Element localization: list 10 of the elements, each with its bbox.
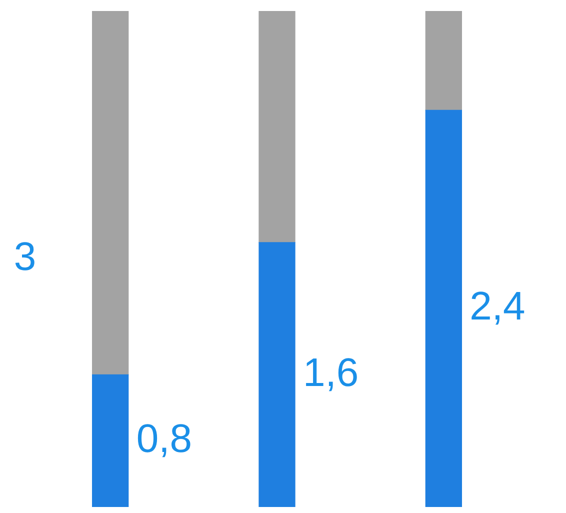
data-label: 1,6: [303, 350, 359, 395]
bar: [425, 11, 462, 111]
data-label: 2,4: [470, 284, 526, 329]
bar: [92, 11, 129, 376]
bar: [92, 374, 129, 507]
bar: [425, 110, 462, 507]
annotation: 3: [14, 235, 36, 280]
bar: [258, 242, 296, 507]
bar: [258, 11, 296, 243]
data-label: 0,8: [136, 416, 192, 461]
